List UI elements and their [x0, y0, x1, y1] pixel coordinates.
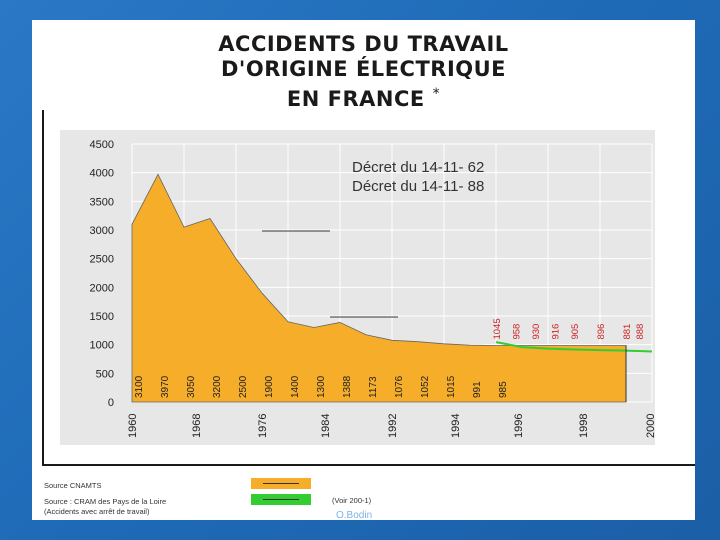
legend-source-cram-sub: (Accidents avec arrêt de travail): [44, 507, 150, 516]
cram-value-label: 930: [531, 324, 542, 340]
legend-row-sub: (Accidents avec arrêt de travail): [44, 504, 444, 520]
area-value-label: 1300: [316, 375, 327, 398]
y-tick-label: 3000: [90, 225, 114, 237]
area-value-label: 985: [498, 381, 509, 398]
y-tick-label: 0: [108, 397, 114, 409]
area-value-label: 3100: [134, 375, 145, 398]
x-tick-label: 1960: [127, 414, 139, 438]
area-value-label: 1400: [290, 375, 301, 398]
x-tick-label: 2000: [645, 414, 657, 438]
cram-value-label: 916: [551, 324, 562, 340]
x-tick-label: 1998: [578, 414, 590, 438]
watermark: O.Bodin: [336, 510, 373, 521]
frame-bottom-rule: [42, 464, 695, 466]
cram-value-label: 881: [622, 324, 633, 340]
area-value-label: 1015: [446, 375, 457, 398]
legend-source-cram: Source : CRAM des Pays de la Loire: [44, 497, 167, 506]
legend-row-cnamts: Source CNAMTS: [44, 478, 444, 494]
cram-value-label: 888: [635, 324, 646, 340]
y-tick-label: 2000: [90, 282, 114, 294]
legend-note: (Voir 200-1): [332, 496, 372, 505]
decree-annotation: Décret du 14-11- 88: [352, 178, 484, 195]
cram-value-label: 896: [596, 324, 607, 340]
y-tick-label: 1000: [90, 340, 114, 352]
cram-value-label: 1045: [492, 318, 503, 339]
legend-source-cnamts: Source CNAMTS: [44, 481, 102, 490]
y-tick-label: 4000: [90, 168, 114, 180]
area-series-cnamts: [131, 173, 627, 403]
cram-value-label: 905: [570, 324, 581, 340]
x-tick-label: 1992: [387, 414, 399, 438]
y-tick-label: 2500: [90, 254, 114, 266]
title-line-1: ACCIDENTS DU TRAVAIL: [218, 32, 509, 56]
decree-annotation: Décret du 14-11- 62: [352, 159, 484, 176]
area-value-label: 1900: [264, 375, 275, 398]
legend-row-cram: Source : CRAM des Pays de la Loire (Voir…: [44, 494, 444, 510]
area-value-label: 3050: [186, 375, 197, 398]
legend: Source CNAMTS Source : CRAM des Pays de …: [44, 478, 444, 520]
area-value-label: 1388: [342, 375, 353, 398]
cram-value-label: 958: [512, 324, 523, 340]
area-value-label: 3200: [212, 375, 223, 398]
y-tick-label: 3500: [90, 196, 114, 208]
frame-left-rule: [42, 110, 44, 465]
legend-swatch-green: [251, 494, 311, 505]
x-tick-label: 1984: [320, 414, 332, 438]
legend-swatch-orange: [251, 478, 311, 489]
title-line-3: EN FRANCE *: [32, 82, 695, 112]
x-tick-label: 1968: [191, 414, 203, 438]
area-value-label: 1052: [420, 375, 431, 398]
x-tick-label: 1976: [257, 414, 269, 438]
y-tick-label: 1500: [90, 311, 114, 323]
slide-title: ACCIDENTS DU TRAVAIL D'ORIGINE ÉLECTRIQU…: [32, 32, 695, 112]
area-value-label: 3970: [160, 375, 171, 398]
title-asterisk: *: [432, 86, 441, 102]
x-tick-label: 1996: [513, 414, 525, 438]
area-value-label: 991: [472, 381, 483, 398]
title-line-2: D'ORIGINE ÉLECTRIQUE: [220, 57, 507, 81]
area-value-label: 2500: [238, 375, 249, 398]
title-line-3-text: EN FRANCE: [286, 87, 425, 111]
area-value-label: 1173: [368, 376, 379, 398]
y-tick-label: 4500: [90, 139, 114, 151]
x-tick-label: 1994: [450, 414, 462, 438]
y-tick-label: 500: [96, 368, 114, 380]
area-value-label: 1076: [394, 375, 405, 398]
